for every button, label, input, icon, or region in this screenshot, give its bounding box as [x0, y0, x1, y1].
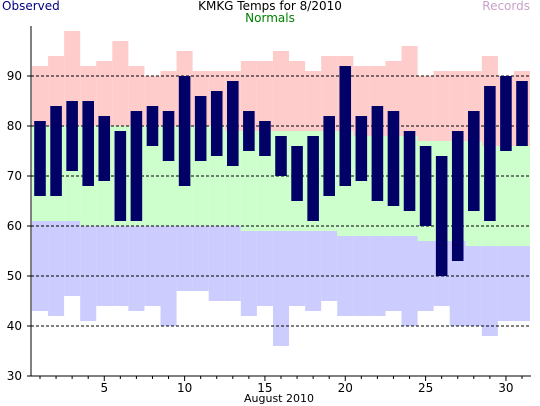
- record-low-band-day-8: [144, 226, 161, 306]
- record-high-band-day-15: [256, 61, 273, 131]
- x-tick-label-15: 15: [257, 381, 272, 395]
- record-low-band-day-10: [176, 226, 193, 291]
- record-low-band-day-19: [321, 231, 338, 301]
- observed-bar-day-12: [210, 91, 223, 156]
- record-high-band-day-1: [31, 66, 49, 126]
- axes: 30 40 50 60 70 80 90 5 10 15 20 25 30: [7, 26, 531, 395]
- chart-title: KMKG Temps for 8/2010: [198, 0, 342, 13]
- observed-bar-day-14: [243, 111, 255, 151]
- record-low-band-day-20: [337, 236, 354, 316]
- observed-bar-day-16: [275, 136, 287, 176]
- observed-bar-day-15: [259, 121, 271, 156]
- record-low-band-day-23: [385, 236, 402, 311]
- y-tick-label-30: 30: [7, 369, 22, 383]
- legend-observed: Observed: [2, 0, 60, 13]
- observed-bar-day-1: [34, 121, 46, 196]
- record-low-band-day-14: [240, 231, 257, 316]
- record-low-band-day-25: [417, 241, 434, 311]
- record-high-band-day-19: [321, 56, 338, 131]
- x-tick-label-20: 20: [338, 381, 353, 395]
- record-low-bands: [31, 221, 531, 346]
- observed-bar-day-29: [484, 86, 496, 221]
- normal-band-day-31: [513, 146, 531, 246]
- observed-bar-day-6: [114, 131, 127, 221]
- y-tick-label-70: 70: [7, 169, 22, 183]
- observed-bar-day-26: [435, 156, 448, 276]
- normal-band-day-14: [240, 131, 257, 231]
- record-low-band-day-30: [497, 246, 514, 321]
- y-tick-label-60: 60: [7, 219, 22, 233]
- record-low-band-day-13: [224, 226, 241, 301]
- x-tick-label-25: 25: [418, 381, 433, 395]
- record-high-band-day-6: [112, 41, 129, 126]
- record-low-band-day-4: [80, 226, 97, 321]
- legend-records: Records: [482, 0, 530, 13]
- record-high-band-day-18: [305, 71, 322, 131]
- observed-bar-day-17: [291, 146, 303, 201]
- record-high-band-day-5: [96, 61, 113, 126]
- observed-bar-day-5: [98, 116, 111, 181]
- record-low-band-day-2: [48, 221, 65, 316]
- record-low-band-day-11: [192, 226, 209, 291]
- record-high-band-day-27: [449, 71, 466, 141]
- observed-bar-day-20: [339, 66, 352, 186]
- y-tick-label-90: 90: [7, 69, 22, 83]
- x-tick-label-5: 5: [100, 381, 108, 395]
- observed-bar-day-24: [403, 131, 416, 211]
- observed-bar-day-19: [323, 116, 335, 196]
- y-tick-label-40: 40: [7, 319, 22, 333]
- x-tick-label-10: 10: [177, 381, 192, 395]
- observed-bar-day-23: [387, 111, 400, 206]
- legend-normals: Normals: [245, 11, 295, 25]
- record-low-band-day-24: [401, 236, 418, 326]
- observed-bar-day-7: [130, 111, 143, 221]
- y-tick-label-80: 80: [7, 119, 22, 133]
- record-low-band-day-7: [128, 226, 145, 311]
- observed-bar-day-8: [146, 106, 159, 146]
- observed-bar-day-25: [419, 146, 432, 226]
- record-low-band-day-31: [513, 246, 531, 321]
- record-low-band-day-27: [449, 241, 466, 326]
- observed-bar-day-22: [371, 106, 384, 201]
- record-low-band-day-29: [481, 246, 498, 336]
- record-low-band-day-15: [256, 231, 273, 306]
- observed-bar-day-27: [451, 131, 464, 261]
- observed-bar-day-31: [516, 81, 528, 146]
- record-high-band-day-25: [417, 76, 434, 141]
- observed-bar-day-13: [227, 81, 239, 166]
- normal-band-day-30: [497, 146, 514, 246]
- observed-bar-day-10: [178, 76, 191, 186]
- observed-bar-day-2: [50, 106, 62, 196]
- record-low-band-day-17: [289, 231, 306, 306]
- record-low-band-day-12: [208, 226, 225, 301]
- record-low-band-day-18: [305, 231, 322, 311]
- observed-bar-day-4: [82, 101, 94, 186]
- observed-bar-day-28: [468, 111, 480, 211]
- record-high-band-day-26: [433, 71, 450, 141]
- observed-bars: [34, 66, 528, 276]
- record-low-band-day-1: [31, 221, 49, 311]
- observed-bar-day-9: [162, 111, 175, 161]
- observed-bar-day-11: [194, 96, 207, 161]
- observed-bar-day-3: [66, 101, 78, 171]
- x-axis-title: August 2010: [244, 392, 314, 405]
- record-low-band-day-16: [272, 231, 290, 346]
- y-tick-label-50: 50: [7, 269, 22, 283]
- record-low-band-day-3: [64, 221, 81, 296]
- record-low-band-day-6: [112, 226, 129, 306]
- x-tick-label-30: 30: [498, 381, 513, 395]
- record-high-band-day-24: [401, 46, 418, 136]
- record-low-band-day-5: [96, 226, 113, 306]
- record-high-band-day-17: [289, 61, 306, 131]
- record-low-band-day-28: [465, 246, 482, 326]
- observed-bar-day-18: [307, 136, 319, 221]
- observed-bar-day-21: [355, 116, 368, 181]
- record-high-band-day-16: [272, 51, 290, 131]
- observed-bar-day-30: [500, 76, 512, 151]
